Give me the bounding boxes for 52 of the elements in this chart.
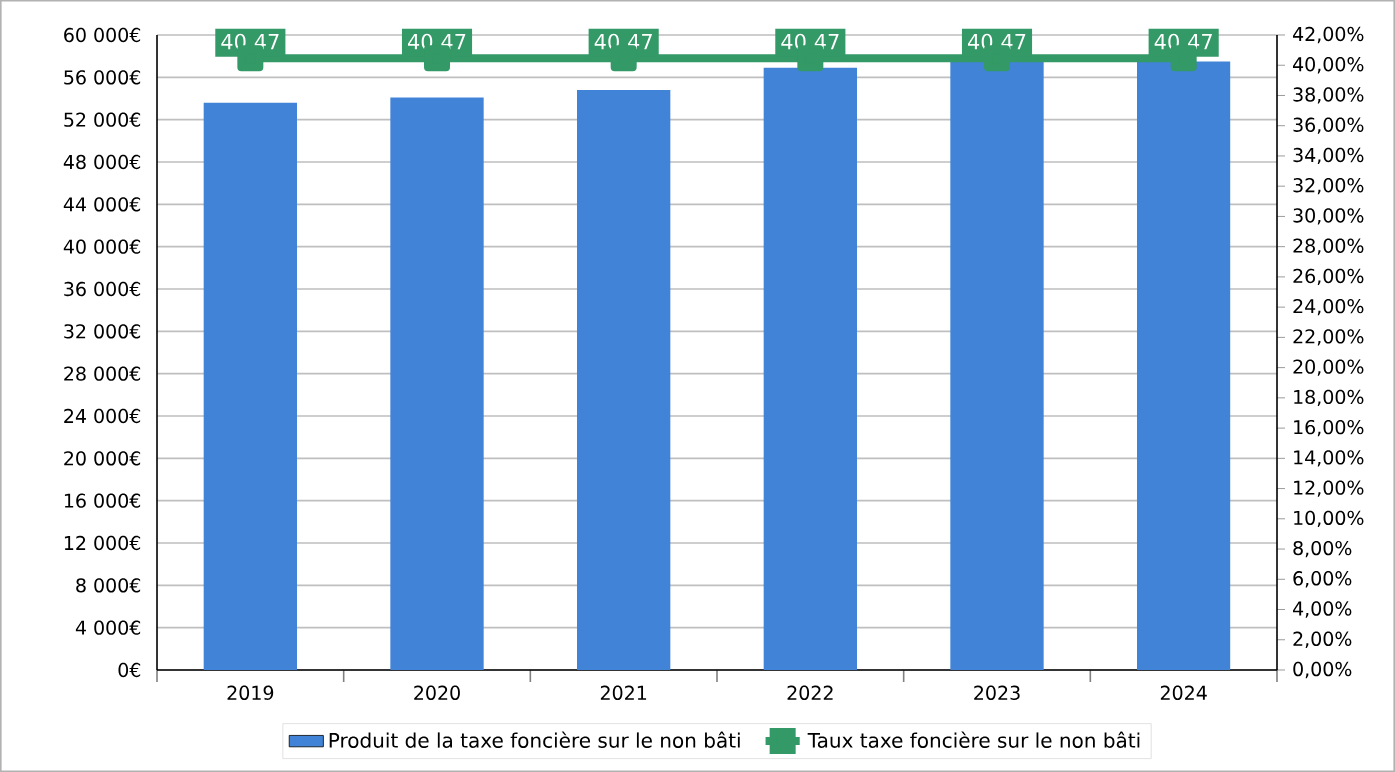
y2-tick-label: 14,00% (1294, 450, 1364, 467)
y-tick-label: 16 000€ (64, 493, 141, 508)
y2-tick-label: 0,00% (1293, 661, 1352, 679)
y2-tick-label: 30,00% (1293, 208, 1364, 225)
y2-tick-label: 16,00% (1294, 419, 1364, 437)
y-tick-label: 48 000€ (63, 154, 141, 170)
legend-label: Produit de la taxe foncière sur le non bâti (329, 731, 740, 748)
y-tick-label: 60 000€ (64, 27, 141, 43)
y2-tick-label: 32,00% (1293, 178, 1364, 195)
bar (390, 97, 484, 670)
y2-tick-label: 20,00% (1293, 359, 1364, 376)
x-tick-label: 2020 (414, 685, 460, 700)
y2-tick-label: 22,00% (1293, 329, 1364, 346)
y2-tick-label: 10,00% (1294, 510, 1364, 527)
y2-tick-label: 38,00% (1293, 87, 1364, 104)
x-tick-label: 2023 (974, 685, 1020, 700)
y2-tick-label: 42,00% (1293, 26, 1364, 44)
y-tick-label: 20 000€ (64, 451, 141, 466)
y-tick-label: 4 000€ (75, 620, 141, 635)
legend-label: Taux taxe foncière sur le non bâti (807, 731, 1140, 748)
x-tick-label: 2021 (600, 685, 647, 700)
y-tick-label: 32 000€ (64, 324, 141, 339)
bar (763, 67, 857, 670)
y-tick-label: 8 000€ (76, 578, 141, 593)
bar (577, 90, 671, 670)
y2-tick-label: 4,00% (1293, 601, 1352, 618)
y2-tick-label: 12,00% (1294, 480, 1364, 497)
y2-tick-label: 36,00% (1293, 117, 1364, 134)
y-tick-label: 40 000€ (63, 239, 141, 254)
y2-tick-label: 8,00% (1293, 540, 1352, 558)
y2-tick-label: 40,00% (1293, 57, 1364, 74)
y-tick-label: 36 000€ (64, 281, 141, 297)
y-tick-label: 52 000€ (64, 112, 141, 127)
y-tick-label: 0€ (118, 662, 141, 678)
x-tick-label: 2024 (1160, 685, 1207, 700)
y-tick-label: 56 000€ (64, 70, 141, 85)
y2-tick-label: 2,00% (1293, 631, 1352, 648)
y-tick-label: 44 000€ (63, 197, 141, 212)
y2-tick-label: 26,00% (1293, 268, 1364, 286)
y-tick-label: 28 000€ (64, 366, 141, 381)
x-tick-label: 2019 (227, 685, 274, 700)
bar (203, 102, 298, 670)
bar (950, 61, 1044, 670)
x-tick-label: 2022 (787, 685, 833, 700)
y2-tick-label: 18,00% (1294, 389, 1364, 406)
y2-tick-label: 24,00% (1293, 298, 1364, 316)
y2-tick-label: 28,00% (1293, 238, 1364, 255)
y-tick-label: 12 000€ (64, 535, 141, 551)
y2-tick-label: 6,00% (1293, 571, 1352, 588)
bar (1137, 61, 1231, 670)
y2-tick-label: 34,00% (1293, 147, 1364, 165)
y-tick-label: 24 000€ (64, 408, 141, 424)
